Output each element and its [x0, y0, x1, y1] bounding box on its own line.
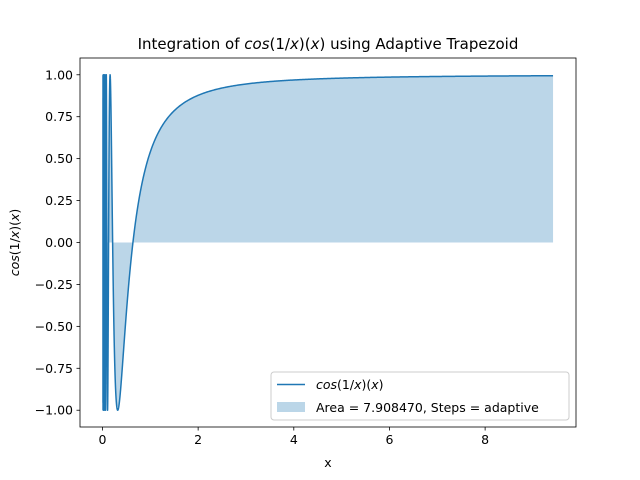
x-ticks: 0 2 4 6 8 — [99, 427, 489, 447]
y-tick-label: 0.25 — [45, 193, 73, 208]
y-tick-label: 0.50 — [45, 151, 73, 166]
y-ticks: −1.00 −0.75 −0.50 −0.25 0.00 0.25 0.50 0.75 1.00 — [35, 67, 80, 418]
y-tick-label: −0.25 — [35, 277, 73, 292]
legend-line-label: cos(1/x)(x) — [316, 377, 384, 392]
y-axis-label: cos(1/x)(x) — [7, 209, 22, 277]
x-tick-label: 2 — [194, 432, 202, 447]
area-fill — [102, 75, 554, 408]
legend: cos(1/x)(x) Area = 7.908470, Steps = ada… — [270, 371, 570, 421]
x-axis-label: x — [324, 455, 331, 470]
legend-area-swatch — [277, 402, 305, 412]
x-tick-label: 4 — [290, 432, 298, 447]
plot-area — [102, 74, 554, 411]
y-tick-label: −1.00 — [35, 403, 73, 418]
y-tick-label: −0.50 — [35, 319, 73, 334]
y-tick-label: 0.00 — [45, 235, 73, 250]
series-line — [102, 74, 554, 411]
x-tick-label: 0 — [99, 432, 107, 447]
y-tick-label: 1.00 — [45, 67, 73, 82]
chart-title: Integration of cos(1/x)(x) using Adaptiv… — [138, 35, 519, 53]
x-tick-label: 6 — [385, 432, 393, 447]
legend-area-label: Area = 7.908470, Steps = adaptive — [316, 400, 539, 415]
x-tick-label: 8 — [481, 432, 489, 447]
y-tick-label: −0.75 — [35, 361, 73, 376]
legend-box — [270, 371, 570, 421]
y-tick-label: 0.75 — [45, 109, 73, 124]
